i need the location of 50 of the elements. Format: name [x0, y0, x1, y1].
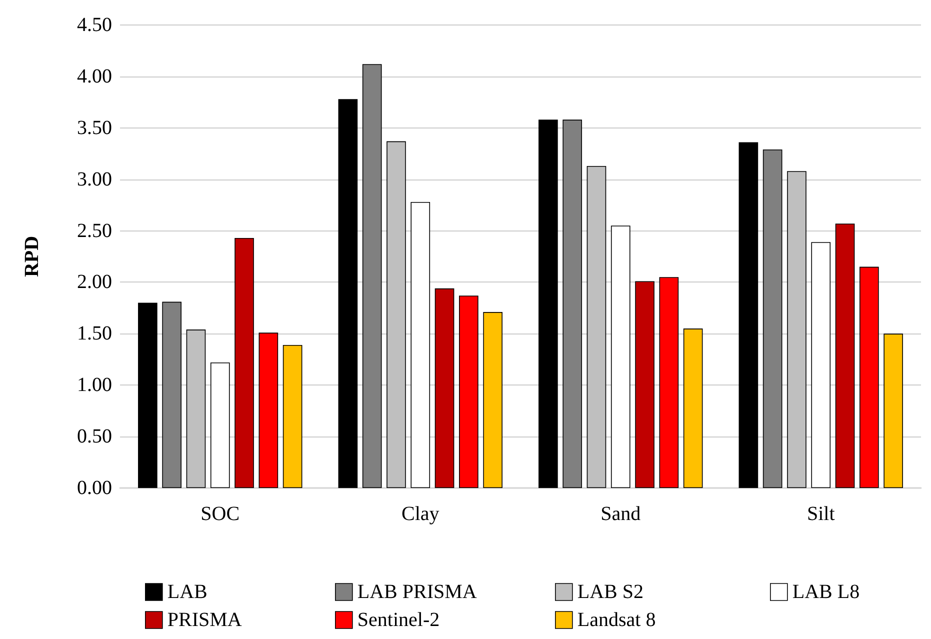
- bar: [562, 120, 582, 488]
- bar: [659, 277, 679, 488]
- bar: [234, 238, 254, 488]
- legend-label: Landsat 8: [577, 609, 656, 631]
- bar: [884, 334, 903, 488]
- bar: [162, 302, 182, 488]
- x-tick-label: Sand: [600, 503, 641, 525]
- legend-label: LAB PRISMA: [357, 581, 478, 603]
- bar: [787, 171, 806, 488]
- bar: [610, 226, 630, 488]
- bar: [738, 142, 758, 488]
- bar: [210, 362, 230, 488]
- legend-label: LAB: [167, 581, 208, 603]
- x-tick-label: Silt: [806, 503, 836, 525]
- x-tick-label: Clay: [401, 503, 440, 525]
- y-tick-label: 2.50: [77, 220, 112, 242]
- bar: [362, 64, 382, 488]
- legend-label: LAB L8: [792, 581, 860, 603]
- bar: [258, 332, 278, 488]
- bar: [410, 202, 430, 488]
- y-tick-label: 4.50: [77, 14, 112, 36]
- legend-label: LAB S2: [577, 581, 644, 603]
- x-tick-label: SOC: [200, 503, 240, 525]
- y-tick-label: 1.00: [77, 374, 112, 396]
- bar: [459, 296, 478, 488]
- bar: [683, 328, 703, 488]
- bar: [762, 149, 782, 488]
- bar: [386, 141, 406, 488]
- bar: [338, 99, 358, 488]
- y-tick-label: 3.00: [77, 168, 112, 190]
- bar: [635, 281, 654, 488]
- y-tick-label: 4.00: [77, 65, 112, 88]
- legend-label: PRISMA: [167, 609, 242, 631]
- bar: [434, 288, 454, 488]
- bar: [186, 330, 206, 488]
- legend-label: Sentinel-2: [357, 609, 440, 631]
- bar: [811, 242, 831, 488]
- y-tick-label: 2.00: [77, 271, 112, 294]
- bar: [586, 166, 606, 488]
- bar: [138, 302, 158, 488]
- y-tick-label: 3.50: [77, 116, 112, 139]
- bar: [282, 344, 302, 488]
- bar: [483, 312, 502, 488]
- y-tick-label: 1.50: [77, 322, 112, 345]
- y-axis-title: RPD: [21, 236, 43, 278]
- bar: [538, 120, 558, 488]
- y-tick-label: 0.50: [77, 426, 112, 448]
- y-tick-label: 0.00: [77, 477, 112, 499]
- bar: [860, 266, 879, 488]
- bar: [835, 224, 855, 488]
